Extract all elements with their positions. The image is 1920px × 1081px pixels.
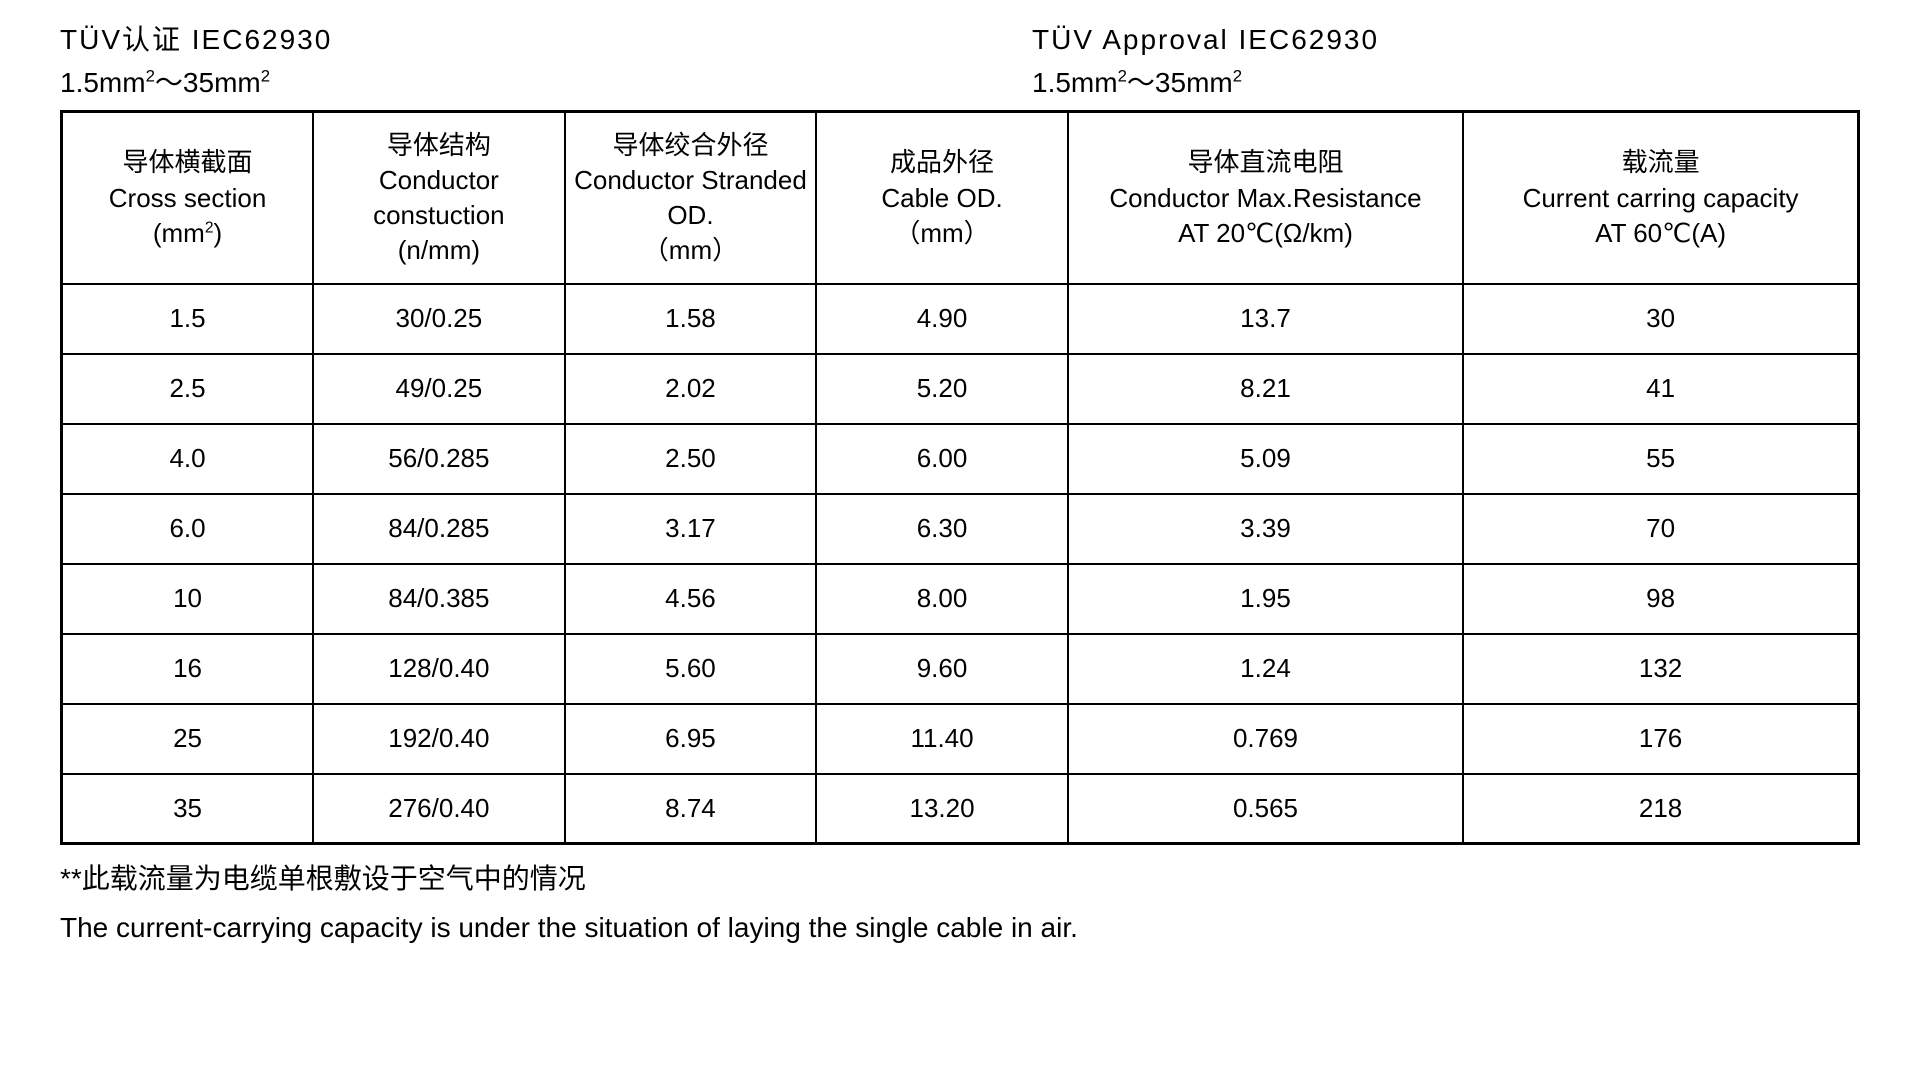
title-right-line2: 1.5mm2～35mm2	[1032, 63, 1860, 102]
footnote-en: The current-carrying capacity is under t…	[60, 906, 1860, 951]
cell: 1.58	[565, 284, 817, 354]
column-header-2: 导体绞合外径Conductor Stranded OD.（mm）	[565, 112, 817, 284]
column-header-5: 载流量Current carring capacityAT 60℃(A)	[1463, 112, 1858, 284]
cell: 35	[62, 774, 314, 844]
cell: 6.0	[62, 494, 314, 564]
cell: 49/0.25	[313, 354, 565, 424]
title-right-line1: TÜV Approval IEC62930	[1032, 20, 1860, 59]
table-row: 6.084/0.2853.176.303.3970	[62, 494, 1859, 564]
cell: 1.24	[1068, 634, 1463, 704]
cell: 1.95	[1068, 564, 1463, 634]
cell: 10	[62, 564, 314, 634]
cell: 8.21	[1068, 354, 1463, 424]
footnotes: **此载流量为电缆单根敷设于空气中的情况 The current-carryin…	[60, 857, 1860, 951]
cell: 84/0.385	[313, 564, 565, 634]
title-block: TÜV认证 IEC62930 1.5mm2～35mm2 TÜV Approval…	[60, 20, 1860, 102]
cell: 41	[1463, 354, 1858, 424]
cell: 0.769	[1068, 704, 1463, 774]
column-header-3: 成品外径Cable OD.（mm）	[816, 112, 1068, 284]
cell: 16	[62, 634, 314, 704]
title-left-line1: TÜV认证 IEC62930	[60, 20, 1032, 59]
title-left: TÜV认证 IEC62930 1.5mm2～35mm2	[60, 20, 1032, 102]
title-right: TÜV Approval IEC62930 1.5mm2～35mm2	[1032, 20, 1860, 102]
cell: 5.60	[565, 634, 817, 704]
cell: 2.02	[565, 354, 817, 424]
cell: 218	[1463, 774, 1858, 844]
cell: 192/0.40	[313, 704, 565, 774]
cell: 98	[1463, 564, 1858, 634]
spec-table-head: 导体横截面Cross section(mm2)导体结构Conductor con…	[62, 112, 1859, 284]
cell: 5.09	[1068, 424, 1463, 494]
table-row: 16128/0.405.609.601.24132	[62, 634, 1859, 704]
spec-table: 导体横截面Cross section(mm2)导体结构Conductor con…	[60, 110, 1860, 845]
column-header-4: 导体直流电阻Conductor Max.ResistanceAT 20℃(Ω/k…	[1068, 112, 1463, 284]
cell: 5.20	[816, 354, 1068, 424]
cell: 4.0	[62, 424, 314, 494]
table-row: 35276/0.408.7413.200.565218	[62, 774, 1859, 844]
cell: 0.565	[1068, 774, 1463, 844]
cell: 6.00	[816, 424, 1068, 494]
table-row: 2.549/0.252.025.208.2141	[62, 354, 1859, 424]
cell: 4.56	[565, 564, 817, 634]
cell: 128/0.40	[313, 634, 565, 704]
cell: 176	[1463, 704, 1858, 774]
table-row: 4.056/0.2852.506.005.0955	[62, 424, 1859, 494]
cell: 13.7	[1068, 284, 1463, 354]
cell: 6.95	[565, 704, 817, 774]
cell: 3.17	[565, 494, 817, 564]
cell: 9.60	[816, 634, 1068, 704]
cell: 55	[1463, 424, 1858, 494]
table-row: 1084/0.3854.568.001.9598	[62, 564, 1859, 634]
cell: 3.39	[1068, 494, 1463, 564]
table-row: 1.530/0.251.584.9013.730	[62, 284, 1859, 354]
cell: 25	[62, 704, 314, 774]
cell: 1.5	[62, 284, 314, 354]
column-header-0: 导体横截面Cross section(mm2)	[62, 112, 314, 284]
cell: 8.00	[816, 564, 1068, 634]
footnote-cn: **此载流量为电缆单根敷设于空气中的情况	[60, 857, 1860, 902]
column-header-1: 导体结构Conductor constuction(n/mm)	[313, 112, 565, 284]
cell: 70	[1463, 494, 1858, 564]
cell: 132	[1463, 634, 1858, 704]
cell: 2.5	[62, 354, 314, 424]
cell: 84/0.285	[313, 494, 565, 564]
cell: 8.74	[565, 774, 817, 844]
spec-table-body: 1.530/0.251.584.9013.7302.549/0.252.025.…	[62, 284, 1859, 844]
title-left-line2: 1.5mm2～35mm2	[60, 63, 1032, 102]
table-row: 25192/0.406.9511.400.769176	[62, 704, 1859, 774]
cell: 276/0.40	[313, 774, 565, 844]
cell: 4.90	[816, 284, 1068, 354]
cell: 30	[1463, 284, 1858, 354]
cell: 30/0.25	[313, 284, 565, 354]
cell: 56/0.285	[313, 424, 565, 494]
cell: 13.20	[816, 774, 1068, 844]
cell: 11.40	[816, 704, 1068, 774]
cell: 2.50	[565, 424, 817, 494]
cell: 6.30	[816, 494, 1068, 564]
